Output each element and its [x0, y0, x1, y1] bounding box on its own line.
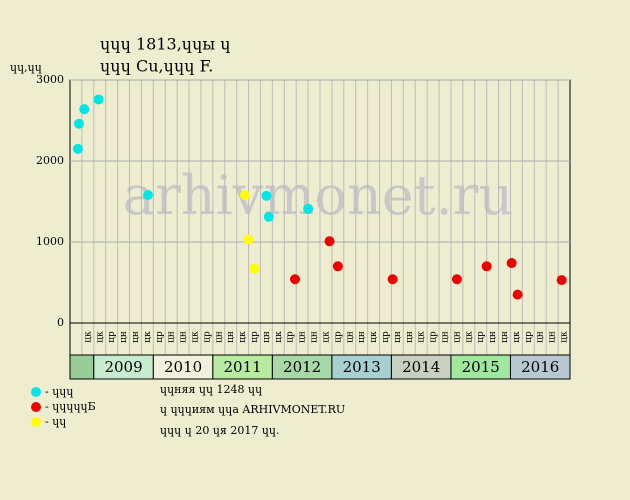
point: [73, 118, 84, 129]
point: [243, 234, 254, 245]
column-label: цк: [321, 331, 331, 343]
y-tick-label: 2000: [36, 154, 64, 167]
point: [387, 274, 398, 285]
column-label: цк: [417, 331, 427, 343]
year-box: [509, 354, 571, 380]
point: [451, 274, 462, 285]
year-label: 2014: [402, 358, 440, 376]
year-label: 2009: [104, 358, 142, 376]
column-label: цн: [548, 331, 558, 343]
year-label: 2013: [343, 358, 381, 376]
y-tick-label: 1000: [36, 235, 64, 248]
column-label: цр: [202, 331, 212, 343]
column-label: цр: [476, 331, 486, 343]
column-label: цк: [560, 331, 570, 343]
year-box: [271, 354, 333, 380]
point: [512, 289, 523, 300]
point: [93, 94, 104, 105]
note: ɥɥɥ ɥ 20 ɥя 2017 ɥɥ.: [160, 424, 280, 437]
column-label: цк: [369, 331, 379, 343]
column-label: цк: [83, 331, 93, 343]
point: [79, 104, 90, 115]
year-label: 2016: [521, 358, 559, 376]
column-label: цк: [95, 331, 105, 343]
column-label: цр: [429, 331, 439, 343]
column-label: цк: [464, 331, 474, 343]
column-label: цн: [357, 331, 367, 343]
chart-title: ɥɥɥ 1813,ɥɥы ɥ: [100, 35, 231, 54]
chart-subtitle: ɥɥɥ Cu,ɥɥɥ F.: [100, 57, 213, 76]
point: [506, 258, 517, 269]
legend-label: - ɥɥɥ: [45, 385, 73, 398]
column-label: цн: [310, 331, 320, 343]
y-tick-label: 3000: [36, 73, 64, 86]
column-label: цн: [345, 331, 355, 343]
point: [556, 275, 567, 286]
column-label: цр: [107, 331, 117, 343]
column-label: цк: [274, 331, 284, 343]
year-box: [152, 354, 214, 380]
point: [240, 190, 250, 201]
column-label: цн: [393, 331, 403, 343]
legend-label: - ɥɥ: [45, 415, 66, 428]
year-box: [93, 354, 154, 380]
column-label: цн: [226, 331, 236, 343]
column-label: цн: [452, 331, 462, 343]
column-label: цн: [500, 331, 510, 343]
column-label: цн: [179, 331, 189, 343]
legend-marker: [31, 417, 41, 427]
note: ɥɥняя ɥɥ 1248 ɥɥ: [160, 383, 262, 396]
legend-label: - ɥɥɥɥɥБ: [45, 400, 96, 413]
note: ɥ ɥɥɥиям ɥɥа ARHIVMONET.RU: [160, 403, 345, 416]
point: [142, 190, 153, 201]
column-label: цк: [191, 331, 201, 343]
column-label: цн: [119, 331, 129, 343]
column-label: цр: [286, 331, 296, 343]
column-label: цр: [524, 331, 534, 343]
column-label: цн: [214, 331, 224, 343]
year-box: [450, 354, 511, 380]
point: [261, 190, 272, 201]
year-box: [69, 354, 95, 380]
column-label: цн: [131, 331, 141, 343]
column-label: цк: [238, 331, 248, 343]
year-label: 2012: [283, 358, 321, 376]
year-label: 2010: [164, 358, 202, 376]
point: [332, 261, 343, 272]
point: [290, 274, 300, 285]
column-label: цр: [155, 331, 165, 343]
legend-marker: [31, 387, 41, 397]
column-label: цн: [298, 331, 308, 343]
column-label: цр: [333, 331, 343, 343]
column-label: цр: [250, 331, 260, 343]
y-axis-label: ɥɥ,ɥɥ: [10, 61, 42, 74]
point: [263, 211, 274, 222]
column-label: цк: [512, 331, 522, 343]
column-label: цн: [167, 331, 177, 343]
point: [249, 263, 260, 274]
point: [303, 203, 314, 214]
y-tick-label: 0: [57, 316, 64, 329]
point: [481, 261, 492, 272]
legend-marker: [31, 402, 41, 412]
column-label: цн: [262, 331, 272, 343]
column-label: цн: [441, 331, 451, 343]
column-label: цн: [488, 331, 498, 343]
point: [324, 236, 335, 247]
year-label: 2015: [462, 358, 500, 376]
column-label: цк: [143, 331, 153, 343]
column-label: цн: [405, 331, 415, 343]
column-label: цн: [536, 331, 546, 343]
watermark: arhivmonet.ru: [123, 164, 513, 227]
year-label: 2011: [224, 358, 262, 376]
year-box: [212, 354, 273, 380]
column-label: цр: [381, 331, 391, 343]
point: [72, 143, 83, 154]
